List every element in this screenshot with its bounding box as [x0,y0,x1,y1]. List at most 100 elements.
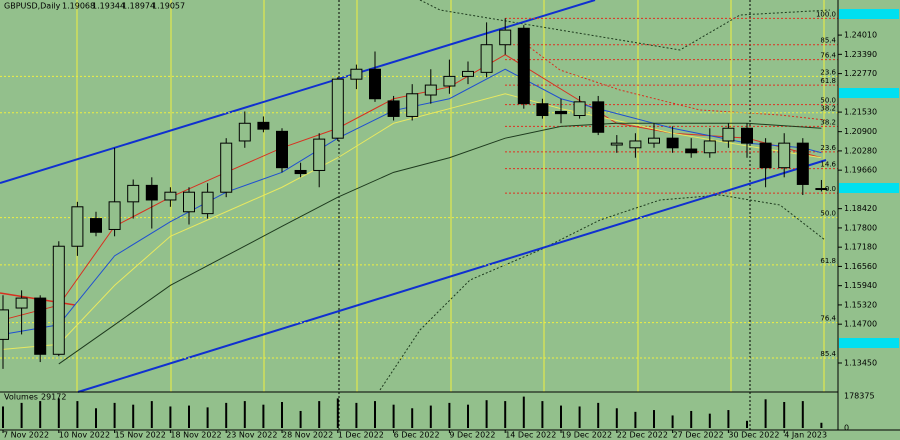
x-tick-label: 22 Dec 2022 [617,431,668,440]
candle-body [629,140,642,149]
candle-body [443,75,456,87]
fib-label: 50.0 [820,97,836,105]
fib-label: 0.0 [825,185,836,193]
x-tick-label: 19 Dec 2022 [561,431,612,440]
envelope-line [519,39,826,121]
y-tick-label: 1.19660 [844,166,877,175]
candle-body [220,142,233,193]
candle-body [145,184,158,201]
fib-label: 50.0 [820,210,836,218]
price-marker [839,183,899,193]
volume-label: Volumes [4,393,38,402]
x-tick-label: 9 Dec 2022 [449,431,495,440]
symbol: GBPUSD,Daily [4,2,61,11]
y-tick-label: 1.20900 [844,127,877,136]
envelope-line [419,0,831,51]
candle-body [369,68,381,100]
candle-body [0,309,9,340]
decorations [0,0,831,430]
x-tick-label: 1 Dec 2022 [338,431,384,440]
plot: 23.638.250.061.876.485.4100.085.476.461.… [0,10,838,369]
candle-body [424,84,437,96]
price-marker [839,338,899,348]
x-tick-label: 4 Jan 2023 [784,431,827,440]
fib-label: 61.8 [820,257,836,265]
x-tick-label: 23 Nov 2022 [226,431,277,440]
candle-body [350,68,363,80]
candle-body [666,137,679,149]
candle-body [778,142,791,169]
candle-body [127,184,140,203]
y-tick-label: 1.17180 [844,243,877,252]
candle-body [201,191,214,215]
volume-last: 29172 [41,393,66,402]
candle-body [406,93,419,117]
last-high: 1.19344 [92,2,125,11]
candle-body [257,121,270,130]
candle-body [331,78,344,139]
candle-body [610,142,623,146]
candle-body [52,245,65,355]
candle-body [499,29,512,46]
candle-body [71,206,84,247]
fib-label: 85.4 [820,37,836,45]
candle-body [108,201,121,230]
y-tick-label: 1.22770 [844,69,877,78]
volume-tick-label: 0 [844,424,849,433]
fib-label: 23.6 [820,144,836,152]
fib-label: 76.4 [820,52,836,60]
candle-body [722,127,735,142]
candle-body [15,297,28,309]
x-tick-label: 30 Dec 2022 [728,431,779,440]
x-tick-label: 18 Nov 2022 [170,431,221,440]
fib-label: 38.2 [820,105,836,113]
candle-body [815,188,828,191]
candle-body [573,101,586,117]
price-marker [839,9,899,19]
candle-body [294,169,307,175]
y-tick-label: 1.21530 [844,108,877,117]
candle-body [517,27,530,105]
price-axis [838,0,900,440]
x-tick-label: 27 Dec 2022 [673,431,724,440]
y-tick-label: 1.14700 [844,320,877,329]
price-marker [839,88,899,98]
candle-body [536,103,549,117]
x-tick-label: 15 Nov 2022 [115,431,166,440]
channel-line [77,159,827,393]
candle-body [387,100,400,117]
y-tick-label: 1.15940 [844,281,877,290]
fib-label: 85.4 [820,350,836,358]
channel-line [0,0,596,184]
candle-body [164,191,177,201]
y-tick-label: 1.18420 [844,204,877,213]
candle-body [276,130,288,169]
y-tick-label: 1.16560 [844,262,877,271]
candle-body [183,191,195,213]
fib-label: 14.6 [820,161,836,169]
x-tick-label: 7 Nov 2022 [3,431,49,440]
candle-body [759,142,772,169]
candle-body [480,44,493,73]
volume-tick-label: 178375 [844,392,875,401]
x-tick-label: 10 Nov 2022 [59,431,110,440]
candle-body [592,101,605,133]
candle-body [313,138,326,171]
fib-label: 100.0 [816,10,836,18]
candle-body [555,110,567,115]
fib-label: 23.6 [820,68,836,76]
last-open: 1.19068 [62,2,95,11]
candle-body [796,142,809,185]
candle-body [703,140,716,154]
last-low: 1.18974 [122,2,155,11]
candle-body [90,218,102,233]
y-tick-label: 1.24010 [844,31,877,40]
x-tick-label: 6 Dec 2022 [394,431,440,440]
candle-body [648,137,660,144]
fib-label: 38.2 [820,118,836,126]
y-tick-label: 1.17800 [844,223,877,232]
fib-label: 61.8 [820,77,836,85]
y-tick-label: 1.20280 [844,146,877,155]
candle-body [34,297,47,355]
